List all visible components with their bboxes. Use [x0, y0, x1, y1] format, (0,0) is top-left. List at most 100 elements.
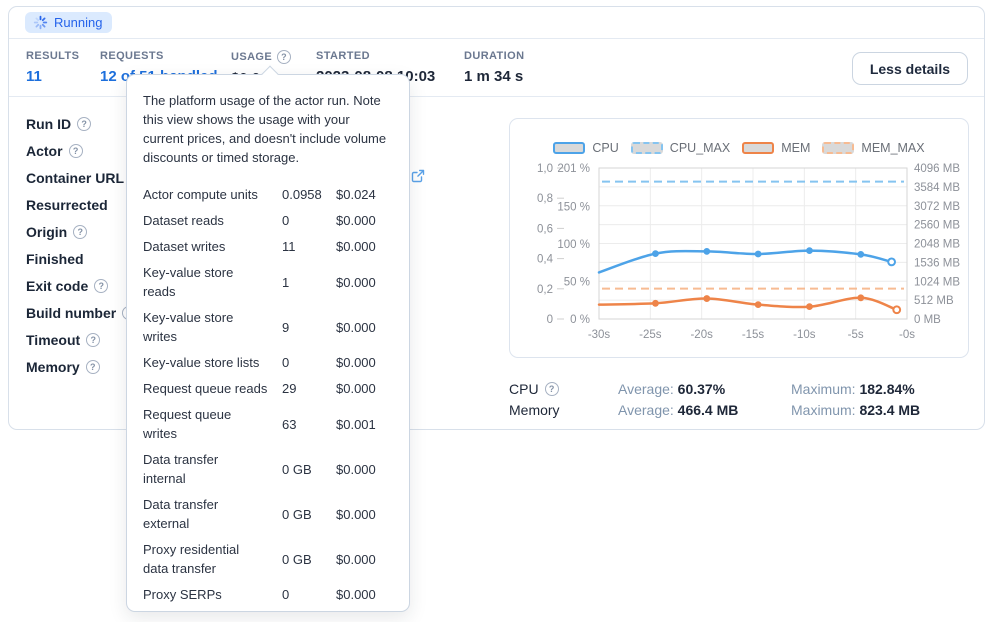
running-spinner-icon [33, 15, 48, 30]
memory-axis-tick: 1024 MB [914, 276, 960, 288]
usage-row-quantity: 0 [282, 355, 290, 370]
help-icon[interactable]: ? [73, 224, 88, 239]
percent-axis-tick: 0 % [570, 314, 590, 326]
cpu-memory-chart: 0 0,2 0,4 0,6 0,8 1,0 0 % 50 % 100 % 150 % 201 % 0 … [537, 163, 960, 341]
legend-item-mem-max: MEM_MAX [822, 141, 925, 155]
usage-row-label: Key-value store reads [143, 265, 234, 299]
run-status-header: Running [9, 7, 984, 39]
stat-results: RESULTS 11 [26, 50, 79, 85]
detail-label-memory: Memory? [26, 353, 144, 380]
usage-row-quantity: 0 [282, 213, 290, 228]
cpu-point [652, 250, 659, 258]
mem-point [703, 295, 711, 302]
stat-label-text: USAGE [231, 51, 273, 63]
detail-label-timeout: Timeout? [26, 326, 144, 353]
summary-average-prefix: Average: [618, 401, 678, 418]
legend-swatch-icon [553, 142, 586, 154]
detail-label-text: Timeout [26, 331, 81, 348]
summary-average: Average: 60.37% [618, 381, 725, 397]
help-icon[interactable]: ? [277, 50, 292, 64]
stat-label: RESULTS [26, 50, 79, 62]
usage-table-row: Key-value store lists 0 $0.000 [143, 353, 393, 372]
summary-average-prefix: Average: [618, 380, 678, 397]
usage-table-row: Dataset writes 11 $0.000 [143, 237, 393, 256]
detail-label-text: Memory [26, 358, 80, 375]
help-icon[interactable]: ? [85, 359, 100, 374]
status-badge: Running [25, 12, 113, 33]
usage-row-label: Proxy residential data transfer [143, 542, 240, 576]
usage-row-quantity: 0 GB [282, 506, 312, 522]
usage-chart-panel: CPU CPU_MAX MEM MEM_MAX 0 0,2 0,4 0,6 0,8 1,0 0 %… [509, 118, 969, 358]
legend-label: CPU [592, 141, 619, 155]
stat-value: 1 m 34 s [464, 68, 524, 85]
usage-row-quantity: 0.0958 [282, 187, 322, 202]
summary-maximum-prefix: Maximum: [791, 380, 860, 397]
x-axis-tick: -0s [899, 329, 915, 341]
summary-maximum-value: 823.4 MB [859, 401, 921, 418]
usage-row-price: $0.000 [336, 274, 376, 290]
usage-row-quantity: 9 [282, 319, 290, 335]
detail-label-exit-code: Exit code? [26, 272, 144, 299]
detail-label-resurrected: Resurrected [26, 191, 144, 218]
mem-point [652, 299, 659, 307]
detail-label-actor: Actor? [26, 137, 144, 164]
x-axis-tick: -10s [793, 329, 816, 341]
summary-maximum: Maximum: 823.4 MB [791, 402, 920, 418]
detail-label-text: Actor [26, 142, 63, 159]
usage-row-label: Actor compute units [143, 187, 258, 202]
usage-row-price: $0.000 [336, 551, 376, 567]
memory-axis-tick: 2560 MB [914, 220, 960, 232]
help-icon[interactable]: ? [77, 116, 92, 131]
usage-row-price: $0.000 [336, 213, 376, 228]
usage-row-label: Data transfer external [143, 497, 219, 531]
usage-table-row: Data transfer internal 0 GB $0.000 [143, 450, 393, 488]
x-axis-tick: -15s [742, 329, 765, 341]
mem-point [806, 303, 813, 311]
mem-point [892, 305, 902, 315]
usage-row-label: Request queue reads [143, 381, 268, 396]
percent-axis-tick: 150 % [557, 201, 590, 213]
memory-axis-tick: 0 MB [914, 314, 941, 326]
usage-row-quantity: 0 GB [282, 461, 312, 477]
stat-label: DURATION [464, 50, 524, 62]
scale-axis-tick: 0,4 [537, 254, 554, 266]
help-icon[interactable]: ? [544, 381, 559, 396]
help-icon[interactable]: ? [94, 278, 109, 293]
stat-value[interactable]: 11 [26, 68, 42, 85]
usage-row-quantity: 0 GB [282, 551, 312, 567]
summary-label-text: CPU [509, 380, 539, 397]
external-link-icon[interactable] [411, 169, 425, 183]
summary-average-value: 60.37% [677, 380, 726, 397]
help-icon[interactable]: ? [86, 332, 101, 347]
stat-label: REQUESTS [100, 50, 218, 62]
memory-axis-tick: 4096 MB [914, 163, 960, 175]
detail-label-text: Build number [26, 304, 117, 321]
percent-axis-tick: 201 % [557, 163, 590, 175]
detail-label-text: Exit code [26, 277, 89, 294]
usage-row-price: $0.000 [336, 506, 376, 522]
usage-row-price: $0.000 [336, 355, 376, 370]
usage-table: Actor compute units 0.0958 $0.024 Dataset r… [143, 185, 393, 604]
x-axis-tick: -20s [690, 329, 713, 341]
summary-row-cpu: CPU? Average: 60.37% Maximum: 182.84% [509, 378, 979, 399]
scale-axis-tick: 1,0 [537, 163, 553, 175]
scale-axis-tick: 0 [547, 314, 553, 326]
usage-table-row: Key-value store writes 9 $0.000 [143, 308, 393, 346]
stat-duration: DURATION 1 m 34 s [464, 50, 524, 85]
detail-label-text: Origin [26, 223, 68, 240]
detail-label-finished: Finished [26, 245, 144, 272]
summary-maximum: Maximum: 182.84% [791, 381, 915, 397]
usage-table-row: Key-value store reads 1 $0.000 [143, 263, 393, 301]
summary-row-memory: Memory Average: 466.4 MB Maximum: 823.4 MB [509, 399, 979, 420]
usage-row-price: $0.000 [336, 319, 376, 335]
summary-average: Average: 466.4 MB [618, 402, 738, 418]
help-icon[interactable]: ? [68, 143, 83, 158]
summary-maximum-prefix: Maximum: [791, 401, 860, 418]
summary-maximum-value: 182.84% [859, 380, 915, 397]
legend-swatch-icon [630, 142, 663, 154]
detail-label-origin: Origin? [26, 218, 144, 245]
cpu-point [857, 250, 865, 258]
less-details-button[interactable]: Less details [851, 52, 968, 85]
scale-axis-tick: 0,2 [537, 284, 553, 296]
usage-row-price: $0.000 [336, 239, 376, 254]
